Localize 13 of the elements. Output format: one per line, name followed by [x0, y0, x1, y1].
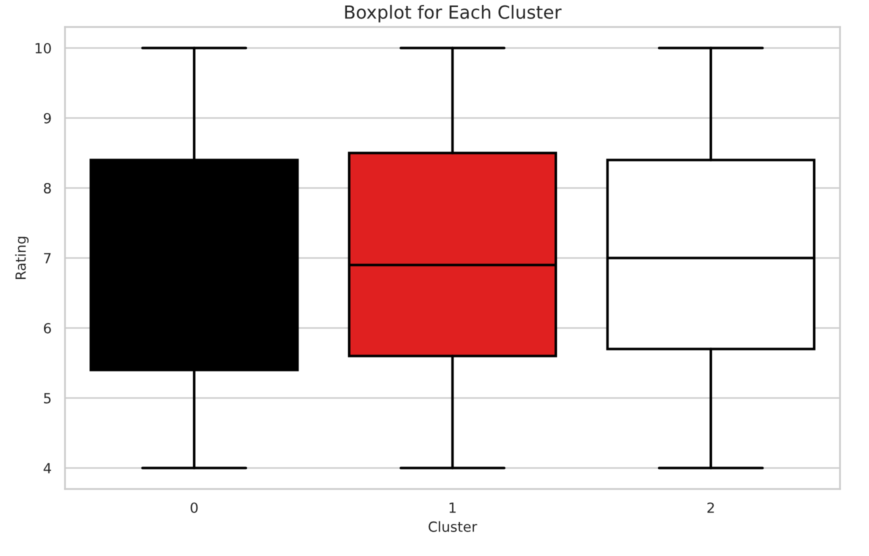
x-tick-label: 2 — [707, 502, 714, 513]
y-tick-label: 5 — [44, 393, 51, 404]
y-tick-label: 10 — [36, 42, 51, 54]
y-tick-label: 6 — [44, 322, 51, 334]
y-axis-title: Rating — [15, 236, 29, 280]
y-tick-label: 4 — [44, 463, 52, 474]
chart-title: Boxplot for Each Cluster — [345, 4, 562, 22]
x-tick-label: 0 — [190, 502, 198, 513]
x-axis-title: Cluster — [428, 521, 478, 532]
y-tick-label: 9 — [44, 112, 51, 124]
x-tick-label: 1 — [450, 502, 456, 513]
y-tick-label: 7 — [44, 253, 51, 264]
y-tick-label: 8 — [44, 182, 51, 194]
